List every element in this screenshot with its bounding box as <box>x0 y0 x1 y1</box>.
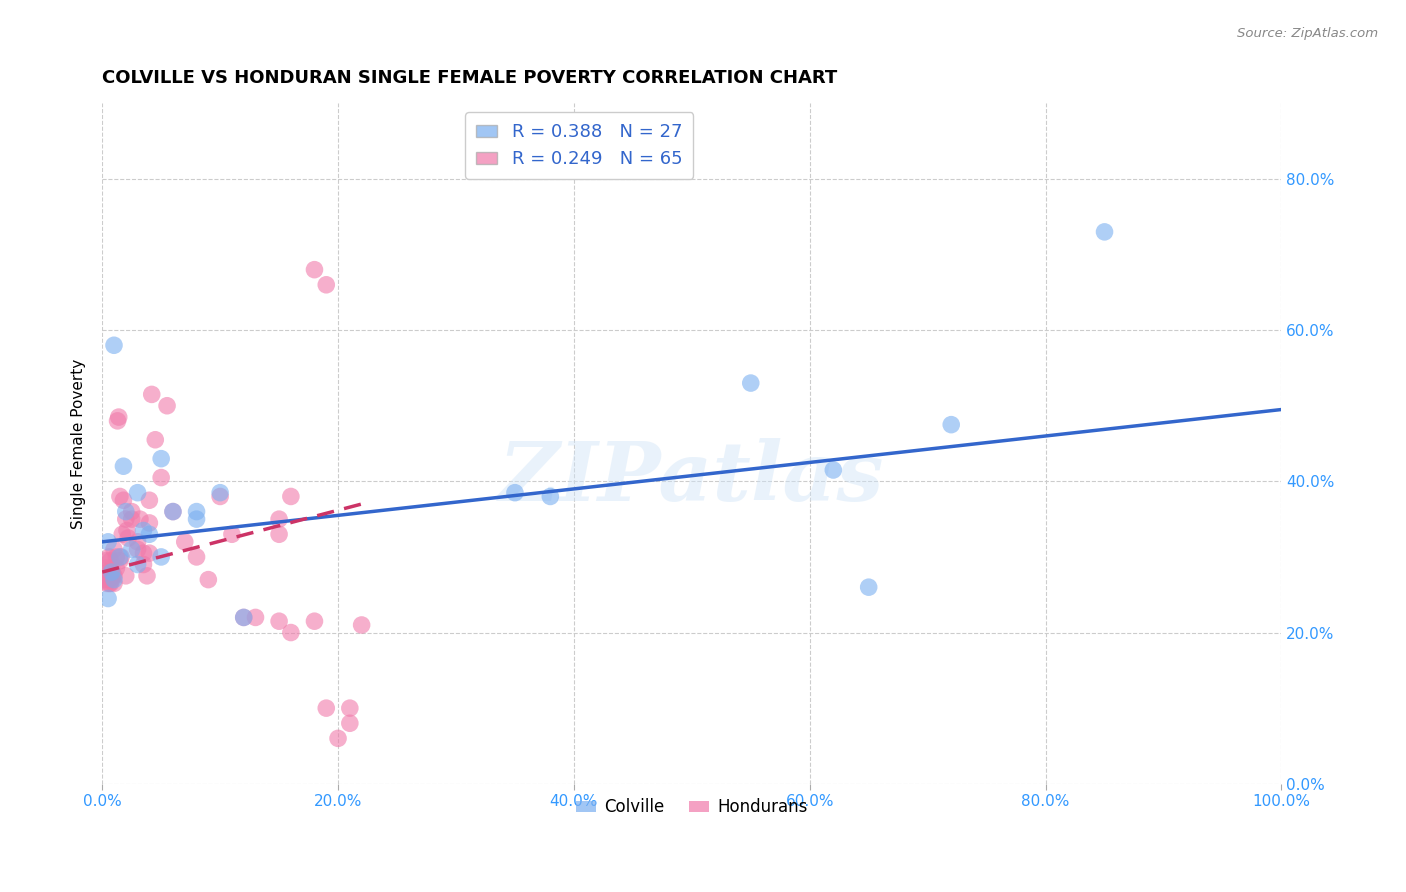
Point <box>339 701 361 715</box>
Point <box>221 527 243 541</box>
Point <box>304 614 326 628</box>
Point <box>112 459 135 474</box>
Point <box>98 549 121 564</box>
Point <box>858 580 880 594</box>
Point <box>103 573 125 587</box>
Point <box>232 610 254 624</box>
Point <box>101 569 124 583</box>
Legend: Colville, Hondurans: Colville, Hondurans <box>569 792 814 823</box>
Point <box>105 561 128 575</box>
Point <box>1094 225 1116 239</box>
Point <box>96 576 118 591</box>
Point <box>132 524 155 538</box>
Point <box>121 542 143 557</box>
Point <box>97 591 120 606</box>
Point <box>138 516 160 530</box>
Point <box>245 610 267 624</box>
Point <box>209 490 232 504</box>
Point <box>503 485 526 500</box>
Point <box>138 546 160 560</box>
Point <box>232 610 254 624</box>
Point <box>117 531 139 545</box>
Point <box>129 512 152 526</box>
Point <box>100 565 122 579</box>
Point <box>108 554 131 568</box>
Point <box>941 417 963 432</box>
Point <box>107 414 129 428</box>
Point <box>112 493 135 508</box>
Point <box>150 470 173 484</box>
Point <box>100 573 122 587</box>
Point <box>209 485 232 500</box>
Point <box>127 485 149 500</box>
Point <box>538 490 561 504</box>
Point <box>94 554 117 568</box>
Point <box>114 512 136 526</box>
Point <box>267 614 290 628</box>
Y-axis label: Single Female Poverty: Single Female Poverty <box>72 359 86 529</box>
Point <box>150 549 173 564</box>
Point <box>114 569 136 583</box>
Point <box>114 505 136 519</box>
Point <box>315 277 337 292</box>
Point <box>105 549 128 564</box>
Point <box>280 625 302 640</box>
Point <box>127 534 149 549</box>
Point <box>156 399 179 413</box>
Point <box>267 527 290 541</box>
Point <box>186 512 208 526</box>
Point <box>326 731 349 746</box>
Point <box>127 558 149 572</box>
Point <box>173 534 195 549</box>
Point <box>127 542 149 557</box>
Point <box>186 505 208 519</box>
Point <box>103 576 125 591</box>
Point <box>132 558 155 572</box>
Text: ZIPatlas: ZIPatlas <box>499 438 884 517</box>
Point <box>100 554 122 568</box>
Point <box>132 546 155 560</box>
Point <box>121 512 143 526</box>
Point <box>350 618 373 632</box>
Text: COLVILLE VS HONDURAN SINGLE FEMALE POVERTY CORRELATION CHART: COLVILLE VS HONDURAN SINGLE FEMALE POVER… <box>103 69 838 87</box>
Text: Source: ZipAtlas.com: Source: ZipAtlas.com <box>1237 27 1378 40</box>
Point <box>141 387 163 401</box>
Point <box>107 410 129 425</box>
Point <box>150 451 173 466</box>
Point <box>280 490 302 504</box>
Point <box>162 505 184 519</box>
Point <box>136 569 159 583</box>
Point <box>103 338 125 352</box>
Point <box>162 505 184 519</box>
Point <box>108 490 131 504</box>
Point <box>100 561 122 575</box>
Point <box>304 262 326 277</box>
Point <box>115 524 138 538</box>
Point <box>111 527 134 541</box>
Point <box>315 701 337 715</box>
Point <box>267 512 290 526</box>
Point <box>339 716 361 731</box>
Point <box>823 463 845 477</box>
Point <box>93 573 115 587</box>
Point <box>103 542 125 557</box>
Point <box>97 565 120 579</box>
Point <box>98 576 121 591</box>
Point <box>197 573 219 587</box>
Point <box>143 433 166 447</box>
Point <box>186 549 208 564</box>
Point <box>121 505 143 519</box>
Point <box>740 376 762 390</box>
Point <box>100 576 122 591</box>
Point <box>97 534 120 549</box>
Point <box>108 549 131 564</box>
Point <box>138 527 160 541</box>
Point <box>97 573 120 587</box>
Point <box>138 493 160 508</box>
Point <box>103 569 125 583</box>
Point <box>94 561 117 575</box>
Point <box>110 549 132 564</box>
